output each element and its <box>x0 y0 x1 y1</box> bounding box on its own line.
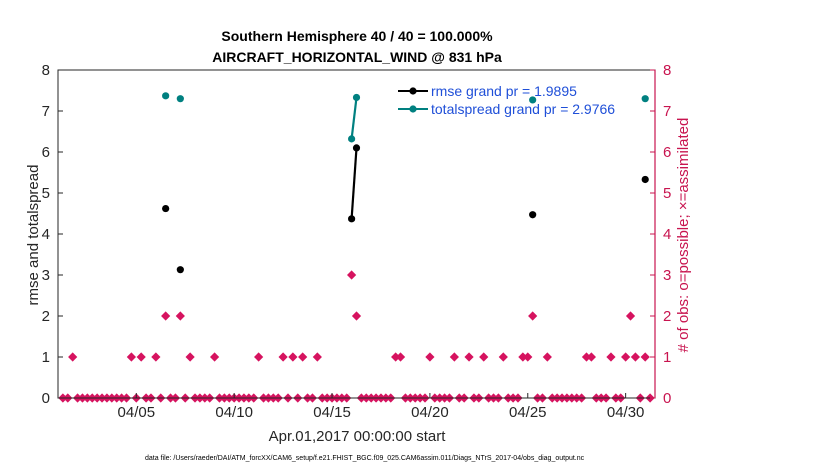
rmse-point <box>352 144 361 152</box>
left-tick-label: 3 <box>42 267 50 284</box>
obs-count-point <box>449 352 459 362</box>
right-tick-label: 7 <box>663 103 671 120</box>
rmse-point <box>176 266 184 274</box>
left-tick-label: 0 <box>42 390 50 407</box>
obs-count-point <box>586 352 596 362</box>
legend-marker-totalspread <box>409 105 417 113</box>
totalspread-point <box>162 92 170 100</box>
legend-marker-rmse <box>409 87 417 95</box>
obs-count-point <box>254 352 264 362</box>
series-layer <box>58 92 655 403</box>
obs-count-point <box>278 352 288 362</box>
obs-count-point <box>136 352 146 362</box>
obs-count-point <box>351 311 362 321</box>
chart-title-line-2: AIRCRAFT_HORIZONTAL_WIND @ 831 hPa <box>212 49 502 65</box>
left-tick-label: 5 <box>42 185 50 202</box>
axes: 0 1 2 3 4 5 6 7 8 0 1 2 3 4 5 6 7 8 04/05 04/10 04/15 04/20 04… <box>42 62 672 421</box>
x-tick-label: 04/05 <box>118 404 156 421</box>
obs-count-point <box>347 270 357 280</box>
rmse-point <box>529 211 537 219</box>
right-tick-label: 2 <box>663 308 671 325</box>
obs-count-point <box>151 352 161 362</box>
left-tick-label: 7 <box>42 103 50 120</box>
obs-count-point <box>528 311 538 321</box>
legend: rmse grand pr = 1.9895 totalspread grand… <box>398 83 615 117</box>
obs-count-point <box>395 352 406 362</box>
left-tick-label: 2 <box>42 308 50 325</box>
right-tick-label: 1 <box>663 349 671 366</box>
rmse-point <box>348 215 356 223</box>
right-tick-label: 3 <box>663 267 671 284</box>
x-tick-label: 04/10 <box>215 404 253 421</box>
left-tick-label: 6 <box>42 144 50 161</box>
totalspread-line-segment <box>350 97 358 140</box>
right-tick-label: 8 <box>663 62 671 79</box>
obs-count-point <box>518 352 528 362</box>
obs-count-point <box>425 352 435 362</box>
left-tick-label: 8 <box>42 62 50 79</box>
x-tick-label: 04/20 <box>411 404 449 421</box>
obs-count-point <box>523 352 533 362</box>
right-tick-label: 4 <box>663 226 671 243</box>
totalspread-point <box>176 95 184 103</box>
right-tick-label: 0 <box>663 390 671 407</box>
totalspread-point <box>348 135 356 143</box>
obs-count-point <box>630 352 641 362</box>
obs-count-point <box>606 352 616 362</box>
legend-label-rmse: rmse grand pr = 1.9895 <box>431 83 577 99</box>
x-tick-label: 04/25 <box>509 404 547 421</box>
rmse-point <box>641 175 649 184</box>
right-tick-label: 6 <box>663 144 671 161</box>
obs-count-point <box>161 311 171 321</box>
obs-count-point <box>298 352 308 362</box>
left-tick-label: 1 <box>42 349 50 366</box>
left-tick-label: 4 <box>42 226 50 243</box>
x-tick-label: 04/30 <box>607 404 645 421</box>
y-axis-label-left: rmse and totalspread <box>25 165 42 306</box>
totalspread-point <box>529 96 537 104</box>
obs-count-point <box>312 352 322 362</box>
obs-count-point <box>185 352 195 362</box>
y-axis-label-right: # of obs: o=possible; ×=assimilated <box>675 118 692 353</box>
obs-count-point <box>479 352 489 362</box>
x-tick-label: 04/15 <box>313 404 351 421</box>
totalspread-point <box>352 93 361 102</box>
obs-count-point <box>498 352 508 362</box>
footer-data-file: data file: /Users/raeder/DAI/ATM_forcXX/… <box>145 455 585 462</box>
obs-count-point <box>175 311 185 321</box>
legend-label-totalspread: totalspread grand pr = 2.9766 <box>431 101 615 117</box>
obs-count-point <box>464 352 474 362</box>
obs-count-point <box>621 352 631 362</box>
obs-count-point <box>209 352 220 362</box>
totalspread-point <box>641 95 649 103</box>
rmse-point <box>162 204 170 213</box>
obs-count-point <box>288 352 298 362</box>
obs-count-point <box>126 352 137 362</box>
obs-count-point <box>640 352 650 362</box>
obs-count-point <box>68 352 78 362</box>
obs-count-point <box>625 311 636 321</box>
rmse-line-segment <box>350 147 358 219</box>
obs-count-point <box>581 352 592 362</box>
right-tick-label: 5 <box>663 185 671 202</box>
obs-count-point <box>391 352 401 362</box>
obs-count-point <box>542 352 552 362</box>
x-axis-label: Apr.01,2017 00:00:00 start <box>269 428 447 445</box>
chart-title-line-1: Southern Hemisphere 40 / 40 = 100.000% <box>221 28 493 44</box>
